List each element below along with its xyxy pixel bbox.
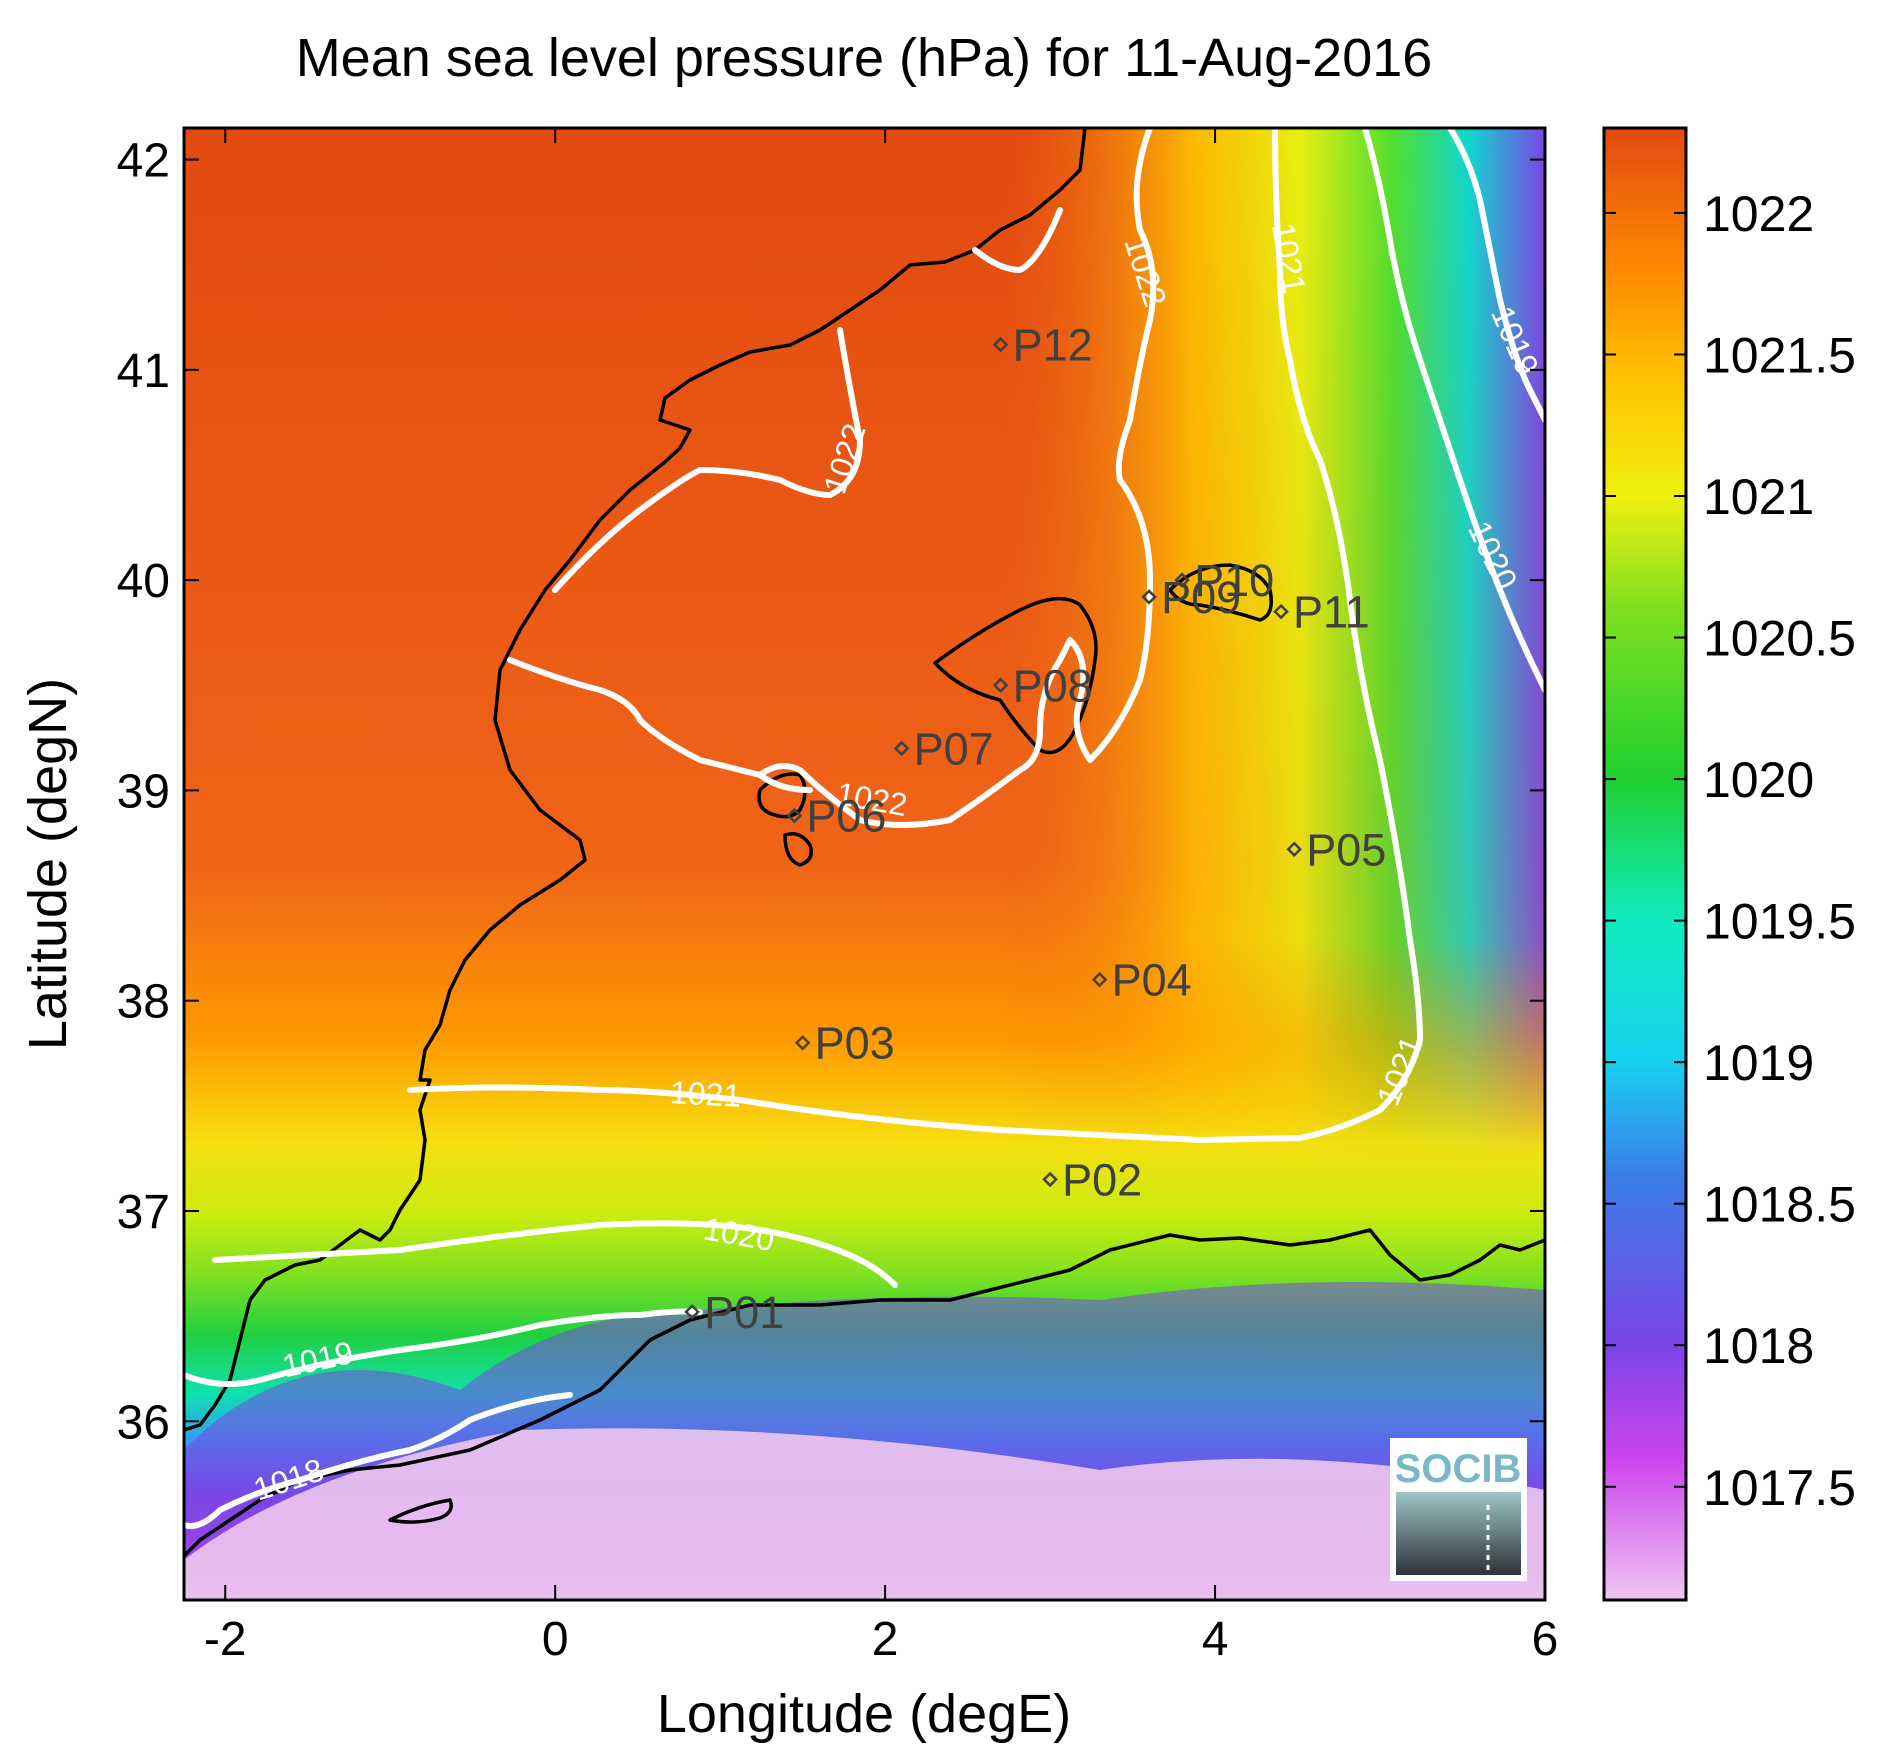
x-tick-label: 2 [872,1613,899,1666]
coastlines [184,128,1545,1600]
colorbar-ticks: 1022 1021.5 1021 1020.5 1020 1019.5 1019 1018.5… [1604,186,1856,1516]
logo-text: SOCIB [1395,1447,1522,1491]
station-label: P04 [1112,955,1192,1006]
map-panel: 1022 1022 1022 1021 1021 1021 1020 1020 … [184,128,1545,1600]
station-marker [1174,572,1190,588]
station-label: P02 [1062,1154,1142,1205]
formentera-island [783,832,813,867]
x-tick-label: 6 [1532,1613,1559,1666]
isobar-1022-tip [972,207,1063,273]
colorbar-tick-label: 1021 [1703,469,1814,525]
station-label: P11 [1293,587,1370,638]
colorbar-tick-label: 1020.5 [1703,611,1856,667]
station-marker [1273,603,1289,620]
station-label: P01 [704,1287,784,1338]
station-label: P03 [815,1018,895,1069]
colorbar-tick-label: 1018.5 [1703,1177,1856,1233]
station-marker [1141,589,1157,605]
station-label: P09 [1161,572,1241,623]
isobar-1019-east [1447,128,1545,423]
y-tick-label: 36 [117,1396,170,1449]
y-tick-label: 39 [117,765,170,818]
menorca-island [1168,563,1273,622]
x-axis: -2 0 2 4 6 [204,128,1558,1666]
colorbar-tick-label: 1019 [1703,1035,1814,1091]
station-marker [1042,1171,1058,1188]
y-tick-label: 41 [117,345,170,398]
colorbar-tick-label: 1018 [1703,1318,1814,1374]
y-tick-label: 40 [117,555,170,608]
africa-coast [184,1228,1545,1600]
isobar-1020-south [212,1220,898,1288]
station-label: P08 [1013,660,1093,711]
y-axis: 42 41 40 39 38 37 36 [117,135,1545,1449]
isobar-1018-south [184,1392,573,1529]
x-axis-label: Longitude (degE) [657,1684,1071,1744]
isobar-1022-coast [552,327,863,593]
station-label: P10 [1194,555,1274,606]
colorbar-tick-label: 1017.5 [1703,1460,1856,1516]
iberia-coast [184,128,1087,1432]
socib-logo: SOCIB [1390,1438,1527,1581]
alboran-island [388,1498,453,1524]
isobar-label: 1021 [669,1074,742,1114]
station-label: P05 [1306,824,1386,875]
station-label: P12 [1013,320,1093,371]
station-marker [992,677,1009,694]
station-marker [1286,841,1303,858]
x-tick-label: 0 [542,1613,569,1666]
y-tick-label: 42 [117,135,170,188]
y-tick-label: 37 [117,1186,170,1239]
isobar-1019-south [184,1308,703,1387]
chart-title: Mean sea level pressure (hPa) for 11-Aug… [296,28,1433,88]
africa-lowest-pressure-land [184,1428,1545,1600]
colorbar [1602,126,1688,1602]
map-frame [182,126,1547,1602]
colorbar-tick-label: 1019.5 [1703,894,1856,950]
mallorca-island [933,596,1098,755]
colorbar-tick-label: 1022 [1703,186,1814,242]
station-marker [684,1304,700,1320]
logo-image [1396,1492,1521,1575]
isobar-1022-south [507,657,813,793]
x-tick-label: -2 [204,1613,247,1666]
station-label: P06 [806,791,886,842]
station-marker [893,740,910,757]
x-tick-label: 4 [1202,1613,1229,1666]
station-marker [1091,971,1108,988]
isobar-1020-east [1362,128,1545,693]
isobar-1022-north [757,128,1157,828]
station-marker [786,807,803,824]
colorbar-tick-label: 1021.5 [1703,327,1856,383]
y-axis-label: Latitude (degN) [18,678,78,1050]
y-tick-label: 38 [117,976,170,1029]
ibiza-island [757,772,807,819]
station-marker [794,1034,811,1051]
colorbar-tick-label: 1020 [1703,752,1814,808]
isobar-1021-east [407,128,1423,1143]
station-label: P07 [914,723,994,774]
station-marker [992,336,1009,353]
isobars [184,128,1545,1529]
